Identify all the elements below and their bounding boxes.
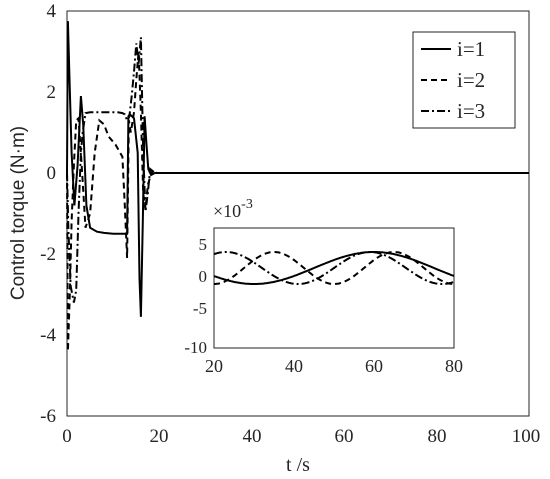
series-line-i=2 xyxy=(66,51,529,352)
inset-scale-exponent: -3 xyxy=(241,197,253,212)
x-axis-label: t /s xyxy=(286,454,310,476)
x-tick-label: 100 xyxy=(512,426,541,447)
legend-label: i=2 xyxy=(457,68,485,92)
inset-x-tick-label: 20 xyxy=(205,356,223,376)
x-tick-label: 80 xyxy=(428,426,447,447)
inset-series-line-3 xyxy=(213,251,455,285)
inset-x-tick-label: 80 xyxy=(445,356,463,376)
inset-x-tick-label: 40 xyxy=(285,356,303,376)
legend-label: i=1 xyxy=(457,37,485,61)
y-tick-label: 2 xyxy=(47,82,57,103)
legend: i=1 i=2 i=3 xyxy=(412,31,516,129)
series-line-i=3 xyxy=(66,37,529,303)
y-axis-label: Control torque (N·m) xyxy=(8,126,29,300)
inset-y-tick-label: -10 xyxy=(184,338,207,357)
legend-label: i=3 xyxy=(457,99,485,123)
inset-scale-base: ×10 xyxy=(213,201,241,221)
inset-plot-area xyxy=(213,227,455,349)
x-tick-label: 60 xyxy=(335,426,354,447)
inset-scale-label: ×10-3 xyxy=(213,197,253,221)
inset-y-tick-label: 0 xyxy=(199,267,208,286)
y-tick-label: 0 xyxy=(47,163,57,184)
y-tick-label: 4 xyxy=(47,1,57,22)
y-tick-label: -4 xyxy=(40,325,56,346)
y-tick-label: -6 xyxy=(40,406,56,427)
inset-y-tick-label: 5 xyxy=(199,235,208,254)
x-tick-label: 20 xyxy=(150,426,169,447)
x-tick-label: 0 xyxy=(62,426,72,447)
x-tick-label: 40 xyxy=(243,426,262,447)
inset-x-tick-label: 60 xyxy=(365,356,383,376)
inset-series-line-2 xyxy=(214,251,454,285)
y-tick-label: -2 xyxy=(40,244,56,265)
inset-y-tick-label: -5 xyxy=(193,299,207,318)
